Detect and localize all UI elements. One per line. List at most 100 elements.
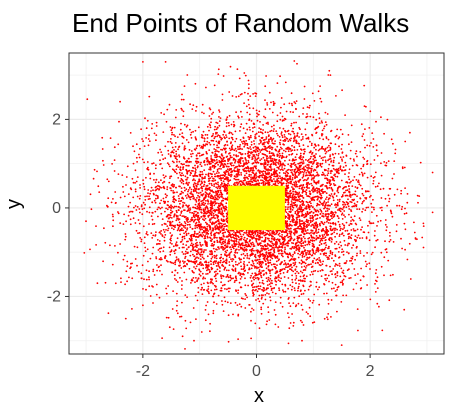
scatter-point bbox=[312, 299, 315, 302]
scatter-point bbox=[334, 173, 336, 176]
scatter-point bbox=[370, 194, 372, 197]
scatter-point bbox=[338, 233, 341, 236]
scatter-point bbox=[304, 289, 306, 292]
scatter-point bbox=[291, 281, 294, 284]
scatter-point bbox=[175, 244, 178, 247]
scatter-point bbox=[173, 169, 175, 172]
scatter-point bbox=[299, 154, 302, 157]
scatter-point bbox=[287, 206, 289, 209]
scatter-point bbox=[213, 233, 216, 236]
scatter-point bbox=[302, 172, 305, 174]
scatter-point bbox=[241, 148, 244, 151]
scatter-point bbox=[83, 252, 86, 254]
scatter-point bbox=[381, 209, 383, 212]
scatter-point bbox=[260, 306, 263, 309]
scatter-point bbox=[304, 262, 307, 265]
scatter-point bbox=[169, 126, 172, 128]
scatter-point bbox=[336, 272, 339, 274]
scatter-point bbox=[230, 175, 232, 178]
scatter-point bbox=[274, 292, 277, 295]
scatter-point bbox=[182, 115, 185, 118]
scatter-point bbox=[264, 244, 267, 246]
scatter-point bbox=[362, 163, 365, 166]
scatter-point bbox=[300, 242, 303, 245]
scatter-point bbox=[245, 172, 248, 175]
scatter-point bbox=[138, 232, 141, 234]
scatter-point bbox=[369, 222, 371, 224]
scatter-point bbox=[307, 232, 309, 234]
scatter-point bbox=[284, 81, 287, 84]
scatter-point bbox=[294, 272, 297, 275]
scatter-point bbox=[354, 274, 357, 276]
scatter-point bbox=[134, 182, 137, 184]
scatter-point bbox=[264, 182, 267, 185]
scatter-point bbox=[199, 241, 201, 244]
scatter-point bbox=[278, 165, 281, 168]
scatter-point bbox=[147, 144, 150, 147]
scatter-point bbox=[217, 183, 219, 186]
scatter-point bbox=[204, 144, 207, 147]
scatter-point bbox=[154, 201, 157, 204]
scatter-point bbox=[213, 148, 216, 150]
scatter-point bbox=[316, 190, 319, 192]
scatter-point bbox=[291, 266, 293, 269]
scatter-point bbox=[276, 132, 278, 135]
scatter-point bbox=[231, 258, 234, 260]
scatter-point bbox=[200, 180, 203, 183]
scatter-point bbox=[353, 160, 355, 162]
scatter-point bbox=[196, 145, 199, 147]
scatter-point bbox=[301, 256, 304, 258]
scatter-point bbox=[345, 260, 348, 262]
scatter-point bbox=[251, 307, 253, 310]
scatter-point bbox=[277, 233, 280, 236]
scatter-point bbox=[204, 319, 207, 322]
scatter-point bbox=[124, 235, 127, 238]
scatter-point bbox=[182, 166, 185, 168]
scatter-point bbox=[224, 261, 227, 264]
scatter-point bbox=[323, 201, 325, 204]
scatter-point bbox=[158, 247, 161, 250]
scatter-point bbox=[321, 129, 324, 132]
scatter-point bbox=[293, 146, 296, 148]
scatter-point bbox=[256, 290, 259, 293]
scatter-point bbox=[342, 250, 345, 253]
scatter-point bbox=[206, 223, 208, 226]
scatter-point bbox=[291, 285, 294, 288]
scatter-point bbox=[253, 143, 256, 145]
scatter-point bbox=[203, 219, 206, 222]
scatter-point bbox=[315, 204, 318, 207]
scatter-point bbox=[317, 210, 320, 213]
scatter-point bbox=[214, 152, 217, 155]
scatter-point bbox=[260, 312, 263, 315]
scatter-point bbox=[338, 198, 341, 201]
scatter-point bbox=[175, 109, 178, 111]
scatter-point bbox=[306, 164, 309, 166]
scatter-point bbox=[313, 239, 316, 242]
scatter-point bbox=[212, 282, 215, 285]
scatter-point bbox=[264, 298, 267, 301]
scatter-point bbox=[304, 165, 307, 168]
scatter-point bbox=[217, 68, 220, 71]
scatter-point bbox=[206, 228, 209, 231]
scatter-point bbox=[342, 278, 345, 281]
scatter-point bbox=[298, 295, 301, 298]
scatter-point bbox=[294, 221, 297, 224]
scatter-point bbox=[191, 152, 194, 155]
scatter-point bbox=[291, 278, 294, 281]
scatter-point bbox=[357, 273, 359, 275]
scatter-point bbox=[322, 223, 325, 226]
scatter-point bbox=[219, 237, 222, 240]
scatter-point bbox=[214, 286, 217, 288]
scatter-point bbox=[274, 243, 276, 246]
scatter-point bbox=[337, 153, 340, 155]
scatter-point bbox=[374, 291, 377, 293]
scatter-point bbox=[206, 266, 209, 269]
scatter-point bbox=[213, 254, 216, 257]
scatter-point bbox=[223, 267, 226, 270]
scatter-point bbox=[150, 127, 153, 130]
scatter-point bbox=[255, 240, 258, 243]
scatter-point bbox=[282, 272, 285, 274]
scatter-point bbox=[189, 198, 192, 201]
scatter-point bbox=[298, 136, 300, 138]
scatter-point bbox=[340, 179, 343, 182]
